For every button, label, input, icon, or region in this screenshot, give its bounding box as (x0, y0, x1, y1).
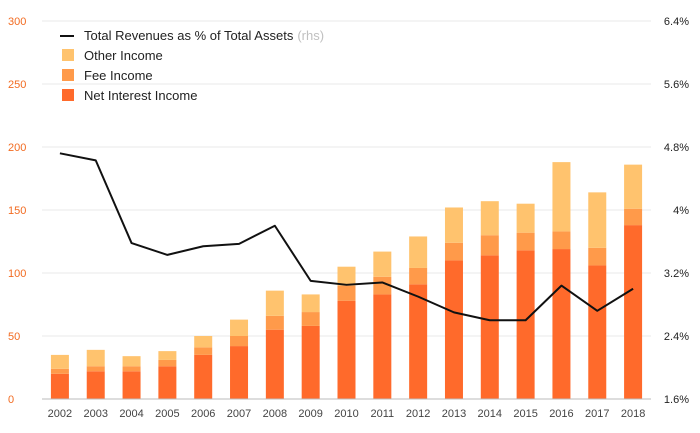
x-tick-label: 2005 (155, 408, 179, 420)
bar-other-income-2011 (373, 251, 392, 277)
legend-label-fee-income: Fee Income (84, 68, 153, 83)
bar-fee-income-2018 (624, 208, 643, 226)
bar-other-income-2009 (301, 294, 320, 313)
bar-fee-income-2013 (444, 242, 463, 261)
y-right-tick-label: 4% (673, 205, 689, 217)
bar-fee-income-2010 (337, 285, 356, 301)
y-right-tick-label: 3.2% (664, 268, 689, 280)
revenue-ratio-line-series (59, 152, 634, 322)
legend-swatch-net-interest-income (62, 89, 74, 101)
bar-other-income-2015 (516, 203, 535, 233)
y-left-tick-label: 300 (8, 16, 26, 28)
x-tick-label: 2015 (513, 408, 537, 420)
legend-label-net-interest-income: Net Interest Income (84, 88, 197, 103)
x-tick-label: 2007 (227, 408, 251, 420)
bar-net-interest-income-2012 (409, 284, 428, 399)
bars (50, 162, 643, 399)
bar-fee-income-2009 (301, 312, 320, 326)
bar-fee-income-2004 (122, 366, 141, 372)
y-left-tick-label: 250 (8, 79, 26, 91)
y-left-tick-label: 50 (8, 331, 20, 343)
axes: 0 50 100 150 200 250 300 1.6% 2.4% 3.2% 4% 4.8% 5.6%… (8, 16, 689, 420)
y-right-tick-label: 5.6% (664, 79, 689, 91)
y-right-tick-label: 2.4% (664, 331, 689, 343)
bar-fee-income-2006 (194, 347, 213, 355)
bar-net-interest-income-2017 (588, 265, 607, 399)
bar-net-interest-income-2008 (265, 329, 284, 399)
legend-swatch-other-income (62, 49, 74, 61)
bar-fee-income-2008 (265, 315, 284, 330)
x-tick-label: 2013 (442, 408, 466, 420)
bar-net-interest-income-2006 (194, 354, 213, 399)
bar-fee-income-2003 (86, 366, 105, 372)
bar-fee-income-2002 (50, 368, 69, 374)
bar-other-income-2014 (480, 201, 499, 236)
x-tick-label: 2010 (334, 408, 358, 420)
x-tick-label: 2003 (83, 408, 107, 420)
x-tick-label: 2012 (406, 408, 430, 420)
bar-other-income-2002 (50, 354, 69, 369)
bar-other-income-2008 (265, 290, 284, 316)
bar-other-income-2005 (158, 351, 177, 360)
y-right-tick-label: 1.6% (664, 394, 689, 406)
bar-net-interest-income-2002 (50, 373, 69, 399)
x-tick-label: 2014 (478, 408, 502, 420)
bar-fee-income-2015 (516, 232, 535, 251)
bar-other-income-2004 (122, 356, 141, 367)
legend-label-other-income: Other Income (84, 48, 163, 63)
legend: Total Revenues as % of Total Assets (rhs)… (60, 28, 324, 103)
legend-line-label: Total Revenues as % of Total Assets (84, 28, 294, 43)
y-left-tick-label: 0 (8, 394, 14, 406)
bar-fee-income-2014 (480, 235, 499, 256)
x-tick-label: 2011 (370, 408, 394, 420)
bar-net-interest-income-2003 (86, 371, 105, 399)
bar-net-interest-income-2018 (624, 225, 643, 399)
bar-fee-income-2005 (158, 359, 177, 367)
bar-fee-income-2011 (373, 276, 392, 295)
bar-net-interest-income-2013 (444, 260, 463, 399)
x-tick-label: 2016 (549, 408, 573, 420)
legend-swatch-fee-income (62, 69, 74, 81)
bar-other-income-2006 (194, 336, 213, 348)
y-right-tick-label: 6.4% (664, 16, 689, 28)
bar-fee-income-2012 (409, 267, 428, 285)
bar-other-income-2010 (337, 266, 356, 286)
bar-net-interest-income-2009 (301, 325, 320, 399)
bar-other-income-2007 (230, 319, 249, 336)
bar-other-income-2003 (86, 349, 105, 367)
bar-fee-income-2016 (552, 231, 571, 250)
bar-net-interest-income-2007 (230, 346, 249, 399)
bar-fee-income-2007 (230, 336, 249, 347)
bar-other-income-2012 (409, 236, 428, 268)
bar-net-interest-income-2004 (122, 371, 141, 399)
bar-other-income-2017 (588, 192, 607, 248)
bar-other-income-2016 (552, 162, 571, 232)
x-tick-label: 2009 (298, 408, 322, 420)
y-left-tick-label: 150 (8, 205, 26, 217)
y-left-tick-label: 100 (8, 268, 26, 280)
y-left-tick-label: 200 (8, 142, 26, 154)
legend-line-suffix: (rhs) (297, 28, 324, 43)
bar-other-income-2018 (624, 164, 643, 209)
bar-other-income-2013 (444, 207, 463, 243)
bar-net-interest-income-2010 (337, 300, 356, 399)
x-tick-label: 2006 (191, 408, 215, 420)
x-tick-label: 2004 (119, 408, 143, 420)
bar-net-interest-income-2014 (480, 255, 499, 399)
bar-net-interest-income-2016 (552, 249, 571, 399)
x-tick-label: 2017 (585, 408, 609, 420)
bar-net-interest-income-2015 (516, 250, 535, 399)
y-right-tick-label: 4.8% (664, 142, 689, 154)
x-tick-label: 2008 (263, 408, 287, 420)
bar-fee-income-2017 (588, 247, 607, 266)
x-tick-label: 2002 (48, 408, 72, 420)
bar-net-interest-income-2005 (158, 366, 177, 399)
gridlines (42, 20, 651, 337)
bar-net-interest-income-2011 (373, 294, 392, 399)
x-tick-label: 2018 (621, 408, 645, 420)
